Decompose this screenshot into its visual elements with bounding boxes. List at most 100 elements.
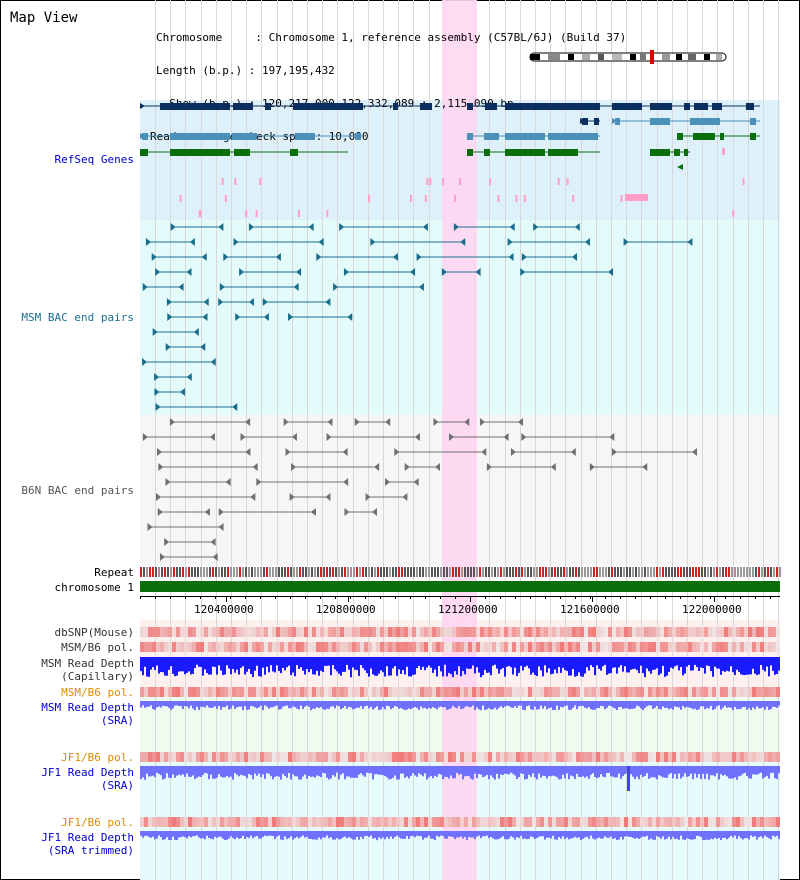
jf1-trim-depth-bar bbox=[172, 831, 174, 837]
repeat-mark bbox=[659, 567, 661, 577]
jf1-pol2-cell bbox=[684, 817, 688, 827]
msm-cap-depth-bar bbox=[442, 657, 444, 677]
msm-pol2-cell bbox=[596, 687, 600, 697]
msm-sra-depth-bar bbox=[698, 701, 700, 710]
repeat-mark bbox=[404, 567, 406, 577]
jf1-trim-depth-bar bbox=[184, 831, 186, 838]
msm-cap-depth-bar bbox=[256, 657, 258, 666]
msm-pol2-cell bbox=[740, 687, 744, 697]
dbsnp-cell bbox=[664, 627, 668, 637]
msm-cap-depth-bar bbox=[488, 657, 490, 673]
repeat-mark bbox=[353, 567, 355, 577]
msm-cap-depth-bar bbox=[298, 657, 300, 669]
jf1-trim-depth-bar bbox=[296, 831, 298, 837]
gene-exon bbox=[420, 103, 432, 110]
msm-cap-depth-bar bbox=[490, 657, 492, 676]
jf1-trim-depth-bar bbox=[644, 831, 646, 837]
jf1-trim-depth-bar bbox=[352, 831, 354, 840]
jf1-sra-depth-bar bbox=[590, 766, 592, 775]
jf1-pol-cell bbox=[768, 752, 772, 762]
dbsnp-cell bbox=[340, 627, 344, 637]
track-label-refseq[interactable]: RefSeq Genes bbox=[54, 153, 134, 166]
jf1-trim-depth-bar bbox=[706, 831, 708, 840]
repeat-mark bbox=[506, 567, 508, 577]
jf1-sra-depth-bar bbox=[268, 766, 270, 774]
msm-sra-depth-bar bbox=[674, 701, 676, 707]
jf1-trim-depth-bar bbox=[684, 831, 686, 841]
jf1-pol2-cell bbox=[480, 817, 484, 827]
dbsnp-cell bbox=[240, 627, 244, 637]
msm-cap-depth-bar bbox=[236, 657, 238, 670]
track-label-jf1-b6-pol-1: JF1/B6 pol. bbox=[61, 751, 134, 764]
msm-sra-depth-bar bbox=[554, 701, 556, 711]
msm-sra-depth-bar bbox=[668, 701, 670, 710]
jf1-sra-depth-bar bbox=[198, 766, 200, 777]
jf1-sra-depth-bar bbox=[774, 766, 776, 779]
msm-sra-depth-bar bbox=[432, 701, 434, 708]
jf1-pol-cell bbox=[564, 752, 568, 762]
track-label-b6n-bac[interactable]: B6N BAC end pairs bbox=[21, 484, 134, 497]
msm-sra-depth-bar bbox=[502, 701, 504, 708]
repeat-mark bbox=[752, 567, 754, 577]
axis-minor-tick bbox=[650, 596, 651, 599]
jf1-pol-cell bbox=[456, 752, 460, 762]
msm-cap-depth-bar bbox=[722, 657, 724, 671]
jf1-pol2-cell bbox=[536, 817, 540, 827]
b6n-pair-end bbox=[365, 493, 371, 501]
jf1-trim-depth-bar bbox=[652, 831, 654, 840]
msm-pol-cell bbox=[396, 642, 400, 652]
jf1-sra-depth-bar bbox=[556, 766, 558, 778]
msm-pair-end bbox=[422, 223, 428, 231]
msm-pol2-cell bbox=[456, 687, 460, 697]
grid-line bbox=[489, 0, 490, 880]
gene-minor-mark bbox=[426, 178, 429, 185]
msm-cap-depth-bar bbox=[302, 657, 304, 671]
msm-cap-depth-bar bbox=[146, 657, 148, 677]
jf1-trim-depth-bar bbox=[350, 831, 352, 839]
jf1-pol-cell bbox=[644, 752, 648, 762]
msm-cap-depth-bar bbox=[718, 657, 720, 669]
dbsnp-cell bbox=[700, 627, 704, 637]
msm-cap-depth-bar bbox=[282, 657, 284, 668]
axis-minor-tick bbox=[185, 596, 186, 599]
track-label-msm-b6-pol-2: MSM/B6 pol. bbox=[61, 686, 134, 699]
jf1-trim-depth-bar bbox=[162, 831, 164, 841]
jf1-pol-cell bbox=[220, 752, 224, 762]
msm-cap-depth-bar bbox=[210, 657, 212, 675]
msm-pol-cell bbox=[232, 642, 236, 652]
jf1-trim-depth-bar bbox=[330, 831, 332, 838]
jf1-sra-depth-bar bbox=[170, 766, 172, 779]
jf1-pol-cell bbox=[372, 752, 376, 762]
jf1-sra-depth-bar bbox=[324, 766, 326, 774]
jf1-sra-depth-bar bbox=[352, 766, 354, 778]
msm-cap-depth-bar bbox=[192, 657, 194, 674]
jf1-pol2-cell bbox=[576, 817, 580, 827]
highlight-region[interactable] bbox=[442, 0, 477, 880]
jf1-sra-depth-bar bbox=[340, 766, 342, 775]
msm-pol-cell bbox=[148, 642, 152, 652]
gene-exon bbox=[355, 133, 361, 140]
jf1-sra-depth-bar bbox=[454, 766, 456, 779]
jf1-sra-depth-bar bbox=[540, 766, 542, 778]
jf1-pol2-cell bbox=[608, 817, 612, 827]
jf1-sra-depth-bar bbox=[428, 766, 430, 778]
repeat-mark bbox=[704, 567, 706, 577]
jf1-sra-depth-bar bbox=[150, 766, 152, 777]
jf1-trim-depth-bar bbox=[406, 831, 408, 837]
repeat-mark bbox=[248, 567, 250, 577]
msm-cap-depth-bar bbox=[482, 657, 484, 676]
msm-cap-depth-bar bbox=[578, 657, 580, 673]
jf1-pol-cell bbox=[500, 752, 504, 762]
jf1-sra-depth-bar bbox=[250, 766, 252, 775]
jf1-sra-depth-bar bbox=[200, 766, 202, 777]
repeat-mark bbox=[698, 567, 700, 577]
msm-sra-depth-bar bbox=[552, 701, 554, 711]
jf1-sra-depth-bar bbox=[176, 766, 178, 776]
msm-sra-depth-bar bbox=[144, 701, 146, 708]
dbsnp-cell bbox=[516, 627, 520, 637]
jf1-sra-depth-bar bbox=[234, 766, 236, 774]
track-label-msm-bac[interactable]: MSM BAC end pairs bbox=[21, 311, 134, 324]
track-label-jf1-b6-pol-2: JF1/B6 pol. bbox=[61, 816, 134, 829]
jf1-trim-depth-bar bbox=[340, 831, 342, 840]
